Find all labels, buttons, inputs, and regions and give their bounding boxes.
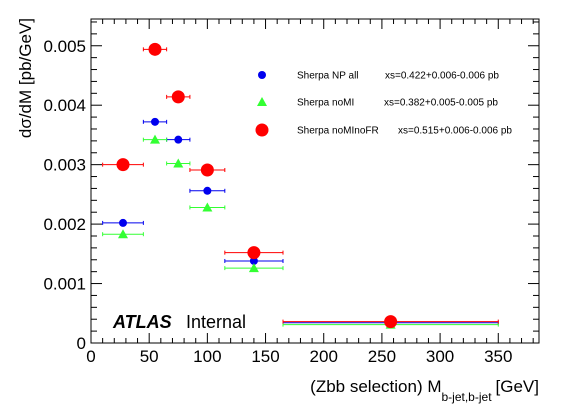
data-point-circle (151, 117, 159, 126)
legend-series-name: Sherpa noMInoFR (297, 126, 379, 137)
data-point-triangle (202, 202, 213, 212)
data-point-circle (249, 256, 258, 265)
data-point-circle (258, 71, 266, 79)
x-tick-label: 200 (310, 347, 338, 366)
labels-layer: dσ/dM [pb/GeV] (Zbb selection) Mb-jet,b-… (16, 18, 539, 404)
legend-series-name: Sherpa NP all (297, 71, 359, 82)
atlas-label: ATLAS (112, 312, 172, 332)
series-1 (102, 117, 499, 327)
series-3 (102, 42, 499, 329)
x-tick-label: 300 (426, 347, 454, 366)
legend-xs-value: xs=0.515+0.006-0.006 pb (398, 126, 512, 137)
x-axis-title-main: (Zbb selection) M (310, 377, 441, 396)
y-tick-label: 0.004 (43, 96, 86, 115)
data-point-circle (203, 186, 212, 195)
data-point-triangle (118, 229, 128, 239)
x-tick-label: 100 (193, 347, 221, 366)
data-point-large-circle (171, 90, 185, 104)
marks-layer (102, 42, 499, 329)
y-axis-title: dσ/dM [pb/GeV] (16, 18, 35, 138)
y-tick-label: 0.002 (43, 215, 86, 234)
legend-xs-value: xs=0.382+0.005-0.005 pb (384, 98, 498, 109)
y-tick-label: 0.003 (43, 156, 86, 175)
data-point-large-circle (247, 246, 261, 260)
data-point-large-circle (148, 42, 162, 56)
x-axis-title-unit: [GeV] (496, 377, 539, 396)
series-2 (102, 134, 499, 329)
data-point-large-circle (200, 163, 214, 177)
y-tick-label: 0.005 (43, 37, 86, 56)
x-tick-label: 0 (86, 347, 95, 366)
x-axis-title-sub: b-jet,b-jet (442, 390, 493, 404)
data-point-triangle (173, 158, 184, 168)
y-tick-label: 0.001 (43, 275, 86, 294)
axes-layer: 0 50 100 150 200 250 300 350 0 0.001 0.002 0.003 0.0… (43, 18, 540, 366)
x-axis-title: (Zbb selection) Mb-jet,b-jet[GeV] (310, 377, 539, 404)
legend: Sherpa NP all xs=0.422+0.006-0.006 pb Sher… (255, 71, 512, 137)
legend-series-name: Sherpa noMI (297, 98, 354, 109)
data-point-large-circle (384, 315, 398, 329)
data-point-circle (174, 135, 183, 144)
x-tick-label: 50 (140, 347, 159, 366)
data-point-large-circle (116, 158, 130, 172)
data-point-triangle (150, 134, 160, 144)
data-point-circle (119, 218, 127, 227)
data-point-triangle (248, 263, 259, 273)
plot-frame (90, 18, 540, 344)
legend-xs-value: xs=0.422+0.006-0.006 pb (385, 71, 499, 82)
y-tick-label: 0 (77, 334, 86, 353)
x-tick-label: 350 (484, 347, 512, 366)
x-tick-label: 150 (251, 347, 279, 366)
internal-label: Internal (186, 312, 246, 332)
data-point-triangle (257, 97, 267, 106)
data-point-large-circle (255, 123, 269, 137)
x-tick-label: 250 (368, 347, 396, 366)
